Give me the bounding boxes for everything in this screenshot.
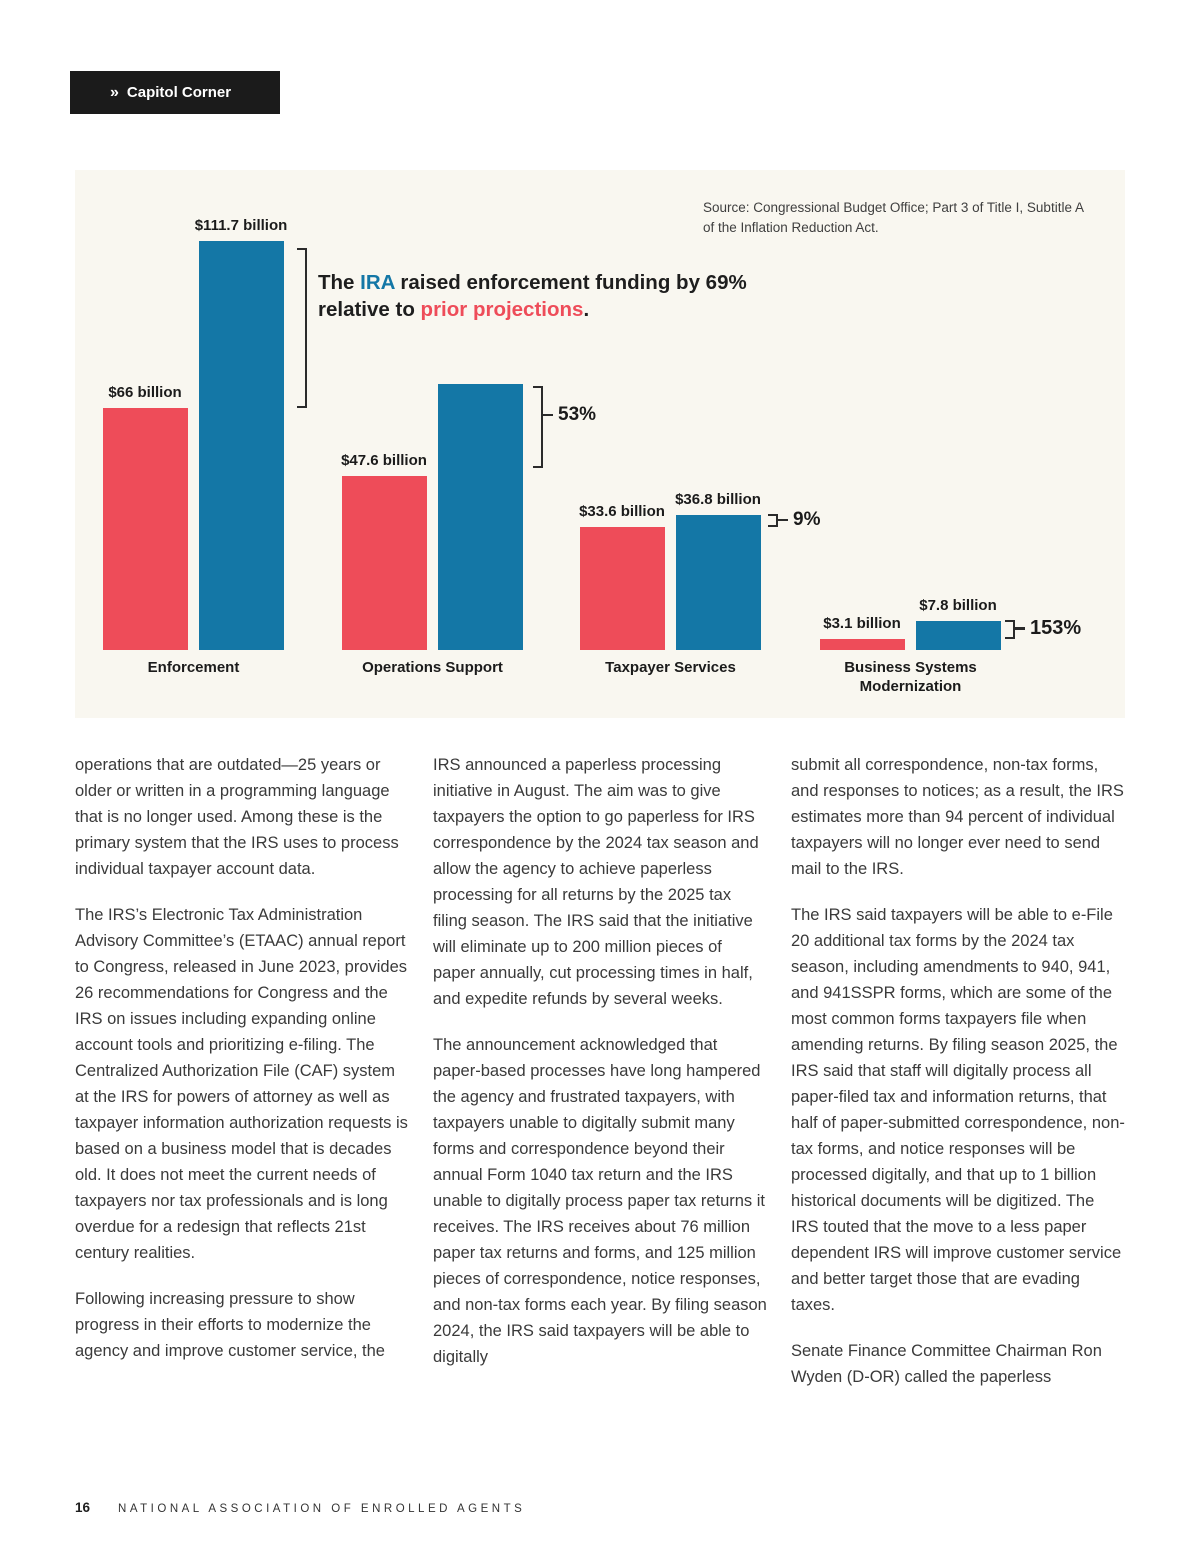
category-label-operations-support: Operations Support xyxy=(362,659,503,676)
paragraph: Following increasing pressure to show pr… xyxy=(75,1290,385,1360)
paragraph: The IRS said taxpayers will be able to e… xyxy=(791,906,1125,1314)
paragraph: submit all correspondence, non-tax forms… xyxy=(791,756,1124,878)
value-label-bsm-prior: $3.1 billion xyxy=(823,615,901,632)
page-number: 16 xyxy=(75,1500,91,1515)
bar-bsm-ira xyxy=(916,621,1001,650)
pct-value: 153% xyxy=(1030,617,1082,639)
bsm-pct-label: 153% xyxy=(1015,617,1081,640)
chart-title-ira: IRA xyxy=(360,271,395,294)
pct-value: 53% xyxy=(558,404,597,425)
chart-panel: Source: Congressional Budget Office; Par… xyxy=(75,170,1125,718)
paragraph: The IRS’s Electronic Tax Administration … xyxy=(75,906,408,1262)
bar-enforcement-prior xyxy=(103,408,188,650)
paragraph: Senate Finance Committee Chairman Ron Wy… xyxy=(791,1342,1102,1386)
category-label-taxpayer-services: Taxpayer Services xyxy=(605,659,736,676)
operations-pct-label: 53% xyxy=(543,404,596,426)
bar-operations-ira xyxy=(438,384,523,650)
footer-organization-name: NATIONAL ASSOCIATION OF ENROLLED AGENTS xyxy=(118,1503,526,1515)
bsm-increase-bracket xyxy=(1005,620,1015,639)
enforcement-increase-bracket xyxy=(297,248,307,408)
chart-title-text: raised enforcement funding by 69% relati… xyxy=(318,271,747,321)
chart-title-text: . xyxy=(583,297,590,321)
paragraph: operations that are outdated—25 years or… xyxy=(75,756,399,878)
chevron-right-icon: » xyxy=(110,83,119,101)
value-label-enforcement-prior: $66 billion xyxy=(108,384,182,401)
taxpayer-increase-bracket xyxy=(768,514,778,527)
operations-increase-bracket xyxy=(533,386,543,468)
article-column-3: submit all correspondence, non-tax forms… xyxy=(791,752,1125,1410)
bar-bsm-prior xyxy=(820,639,905,650)
chart-title-text: The xyxy=(318,271,361,294)
capitol-corner-badge: » Capitol Corner xyxy=(70,71,280,114)
bar-taxpayer-ira xyxy=(676,515,761,650)
article-column-1: operations that are outdated—25 years or… xyxy=(75,752,409,1410)
paragraph: The announcement acknowledged that paper… xyxy=(433,1036,767,1366)
pct-value: 9% xyxy=(793,509,821,530)
category-label-bsm: Business Systems Modernization xyxy=(844,659,977,695)
bar-enforcement-ira xyxy=(199,241,284,650)
article-column-2: IRS announced a paperless processing ini… xyxy=(433,752,767,1410)
bar-taxpayer-prior xyxy=(580,527,665,650)
badge-label: Capitol Corner xyxy=(126,84,232,101)
chart-source-note: Source: Congressional Budget Office; Par… xyxy=(703,200,1084,235)
taxpayer-pct-label: 9% xyxy=(778,509,820,531)
chart-title: The IRA raised enforcement funding by 69… xyxy=(318,270,768,323)
article-body: operations that are outdated—25 years or… xyxy=(75,752,1125,1410)
value-label-taxpayer-prior: $33.6 billion xyxy=(579,503,665,520)
value-label-taxpayer-ira: $36.8 billion xyxy=(675,491,761,508)
bar-operations-prior xyxy=(342,476,427,650)
value-label-enforcement-ira: $111.7 billion xyxy=(194,217,288,234)
page-footer: 16 NATIONAL ASSOCIATION OF ENROLLED AGEN… xyxy=(75,1500,525,1515)
paragraph: IRS announced a paperless processing ini… xyxy=(433,756,759,1008)
chart-title-prior-projections: prior projections xyxy=(420,297,584,321)
value-label-bsm-ira: $7.8 billion xyxy=(919,597,997,614)
category-label-enforcement: Enforcement xyxy=(147,659,240,676)
value-label-operations-prior: $47.6 billion xyxy=(341,452,427,469)
